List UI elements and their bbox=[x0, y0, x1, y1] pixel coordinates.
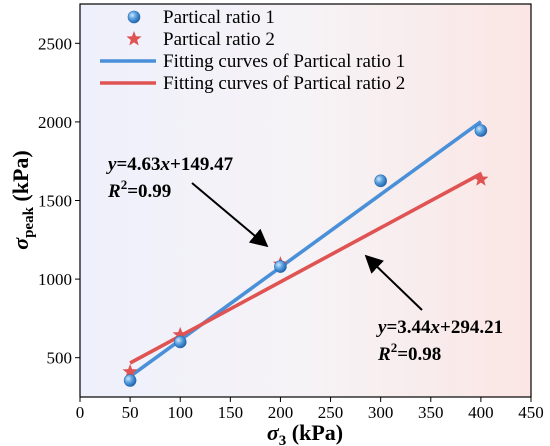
y-axis-title-symbol: σ bbox=[8, 237, 33, 250]
equation-annotations: y=4.63x+149.47R2=0.99y=3.44x+294.21R2=0.… bbox=[106, 154, 503, 365]
y-axis-title: σpeak (kPa) bbox=[8, 150, 37, 250]
y-tick-label: 2500 bbox=[38, 34, 72, 53]
x-axis-title-unit: (kPa) bbox=[286, 420, 343, 445]
r2-2: R2=0.98 bbox=[377, 340, 441, 365]
x-axis-title-sub: 3 bbox=[279, 433, 287, 446]
series-2-point bbox=[122, 363, 138, 379]
r2-2-label: R bbox=[377, 344, 391, 365]
x-tick-label: 100 bbox=[167, 403, 193, 422]
series-1-point bbox=[173, 335, 187, 349]
legend-label-1: Partical ratio 1 bbox=[163, 7, 275, 28]
series-1-point bbox=[274, 260, 287, 273]
equation-1-y: y bbox=[106, 154, 117, 175]
x-tick-label: 200 bbox=[268, 403, 294, 422]
plot-background bbox=[80, 4, 531, 397]
y-axis-title-sub: peak bbox=[21, 206, 37, 238]
equation-2-slope: =3.44 bbox=[386, 317, 431, 338]
series-2-point bbox=[473, 171, 489, 186]
x-tick-label: 0 bbox=[76, 403, 85, 422]
y-axis: 500 1000 1500 2000 2500 bbox=[38, 34, 80, 368]
r2-1: R2=0.99 bbox=[107, 177, 171, 202]
r2-2-value: =0.98 bbox=[397, 344, 441, 365]
y-tick-label: 500 bbox=[47, 349, 73, 368]
legend-marker-2 bbox=[126, 31, 142, 46]
legend-label-2: Partical ratio 2 bbox=[163, 29, 275, 50]
y-axis-title-unit: (kPa) bbox=[8, 150, 33, 207]
equation-1: y=4.63x+149.47 bbox=[106, 154, 234, 175]
r2-2-sup: 2 bbox=[391, 340, 398, 355]
x-tick-label: 250 bbox=[318, 403, 344, 422]
x-tick-label: 350 bbox=[418, 403, 444, 422]
x-tick-label: 400 bbox=[468, 403, 494, 422]
annotation-arrow-1 bbox=[191, 182, 269, 248]
data-markers bbox=[122, 124, 489, 387]
x-tick-label: 450 bbox=[518, 403, 544, 422]
y-tick-label: 1000 bbox=[38, 270, 72, 289]
series-1-point bbox=[123, 374, 137, 387]
y-tick-label: 1500 bbox=[38, 192, 72, 211]
fit-lines bbox=[129, 120, 482, 378]
annotation-arrow-2 bbox=[364, 254, 423, 311]
r2-1-sup: 2 bbox=[121, 177, 128, 192]
y-tick-label: 2000 bbox=[38, 113, 72, 132]
x-tick-label: 150 bbox=[218, 403, 244, 422]
equation-2-intercept: +294.21 bbox=[440, 317, 503, 338]
series-1-point bbox=[474, 124, 488, 137]
equation-1-x: x bbox=[160, 154, 171, 175]
series-1-point bbox=[374, 174, 387, 188]
series-2-point bbox=[172, 326, 188, 342]
fit-line-1 bbox=[129, 120, 482, 378]
equation-2-x: x bbox=[430, 317, 441, 338]
equation-2-y: y bbox=[376, 317, 387, 338]
legend-label-4: Fitting curves of Partical ratio 2 bbox=[163, 73, 405, 94]
fit-line-2 bbox=[129, 172, 482, 365]
r2-1-label: R bbox=[107, 181, 121, 202]
x-axis: 0 50 100 150 200 250 300 350 400 450 bbox=[76, 397, 544, 422]
x-axis-title-symbol: σ bbox=[267, 420, 280, 445]
r2-1-value: =0.99 bbox=[127, 181, 171, 202]
x-tick-label: 50 bbox=[122, 403, 139, 422]
equation-1-slope: =4.63 bbox=[116, 154, 160, 175]
x-tick-label: 300 bbox=[368, 403, 394, 422]
equation-2: y=3.44x+294.21 bbox=[376, 317, 503, 338]
legend-marker-1 bbox=[127, 10, 141, 24]
legend-label-3: Fitting curves of Partical ratio 1 bbox=[163, 51, 405, 72]
equation-1-intercept: +149.47 bbox=[170, 154, 234, 175]
x-axis-title: σ3 (kPa) bbox=[267, 420, 343, 446]
